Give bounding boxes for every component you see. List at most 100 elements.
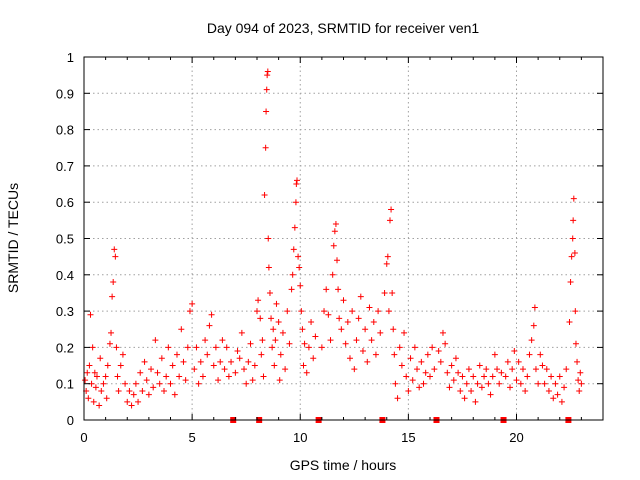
data-point	[191, 366, 198, 373]
data-point	[340, 297, 347, 304]
data-point	[568, 253, 575, 260]
data-point	[511, 348, 518, 355]
data-point	[502, 373, 509, 380]
y-tick-label: 0.6	[56, 195, 74, 210]
data-point	[346, 355, 353, 362]
data-point	[570, 217, 577, 224]
data-point	[259, 337, 266, 344]
y-tick-label: 0.3	[56, 304, 74, 319]
data-point	[208, 311, 215, 318]
data-point	[385, 308, 392, 315]
data-point	[344, 318, 351, 325]
data-point	[312, 333, 319, 340]
data-point	[266, 289, 273, 296]
data-point	[303, 369, 310, 376]
data-point	[135, 398, 142, 405]
data-point	[468, 387, 475, 394]
data-point	[396, 344, 403, 351]
data-point	[362, 326, 369, 333]
data-point	[405, 387, 412, 394]
data-point	[82, 377, 89, 384]
data-point	[195, 380, 202, 387]
data-point	[109, 293, 116, 300]
data-point	[392, 380, 399, 387]
data-point	[288, 286, 295, 293]
data-point	[355, 315, 362, 322]
data-point	[184, 344, 191, 351]
data-point	[558, 398, 565, 405]
data-point	[574, 358, 581, 365]
data-point	[260, 373, 267, 380]
data-point	[284, 308, 291, 315]
data-point	[294, 177, 301, 184]
data-point	[487, 391, 494, 398]
data-point	[217, 358, 224, 365]
data-point	[98, 387, 105, 394]
data-point	[96, 402, 103, 409]
data-point	[386, 217, 393, 224]
data-point	[388, 206, 395, 213]
data-point	[255, 297, 262, 304]
data-point	[145, 391, 152, 398]
data-point	[93, 373, 100, 380]
data-point	[265, 264, 272, 271]
data-point	[165, 344, 172, 351]
data-point	[223, 344, 230, 351]
data-point	[141, 358, 148, 365]
data-point	[130, 391, 137, 398]
data-point	[571, 250, 578, 257]
data-point	[245, 358, 252, 365]
data-point	[390, 326, 397, 333]
data-point	[243, 380, 250, 387]
data-point	[470, 373, 477, 380]
data-point	[297, 282, 304, 289]
grid-lines	[84, 57, 603, 420]
data-point	[446, 384, 453, 391]
data-point	[459, 373, 466, 380]
data-point	[570, 195, 577, 202]
data-point	[457, 387, 464, 394]
data-point	[236, 355, 243, 362]
data-point	[535, 380, 542, 387]
data-point	[92, 384, 99, 391]
data-point	[300, 362, 307, 369]
data-point	[422, 369, 429, 376]
data-point	[566, 318, 573, 325]
data-point	[189, 300, 196, 307]
data-point	[219, 337, 226, 344]
data-point	[279, 329, 286, 336]
data-point	[89, 344, 96, 351]
data-point	[262, 144, 269, 151]
data-point	[372, 351, 379, 358]
data-point	[264, 72, 271, 79]
data-point	[271, 362, 278, 369]
data-point	[394, 395, 401, 402]
data-point	[126, 387, 133, 394]
data-point	[483, 366, 490, 373]
data-point	[364, 358, 371, 365]
data-point	[272, 337, 279, 344]
data-point	[308, 318, 315, 325]
data-point	[442, 340, 449, 347]
data-point	[225, 373, 232, 380]
data-point	[238, 329, 245, 336]
data-point	[122, 380, 129, 387]
data-point	[561, 384, 568, 391]
data-point	[212, 344, 219, 351]
data-point	[277, 351, 284, 358]
data-point	[139, 387, 146, 394]
data-point	[291, 224, 298, 231]
data-point	[543, 366, 550, 373]
x-axis-label: GPS time / hours	[290, 457, 397, 473]
data-point	[289, 271, 296, 278]
data-point	[296, 264, 303, 271]
y-tick-label: 0.4	[56, 268, 74, 283]
data-point	[176, 373, 183, 380]
data-points	[82, 68, 585, 409]
data-point	[143, 377, 150, 384]
data-point	[273, 300, 280, 307]
data-point	[173, 351, 180, 358]
data-point	[416, 384, 423, 391]
y-axis-label: SRMTID / TECUs	[5, 183, 21, 293]
data-point	[269, 344, 276, 351]
